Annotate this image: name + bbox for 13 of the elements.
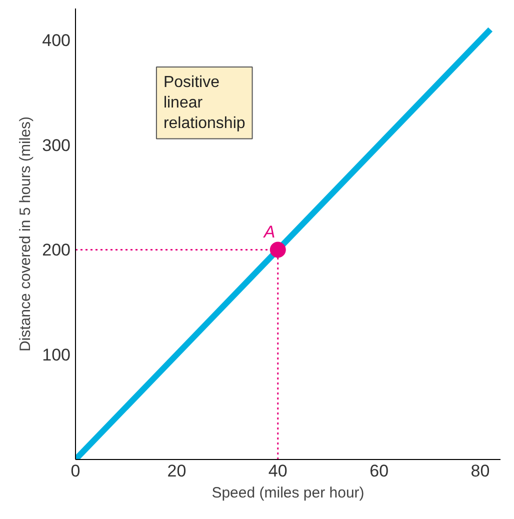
x-tick-label: 20 [167, 462, 186, 480]
y-tick-label: 400 [42, 30, 71, 50]
y-tick-label: 100 [42, 346, 71, 365]
x-tick-label: 0 [70, 462, 80, 480]
x-axis-title: Speed (miles per hour) [212, 484, 364, 502]
x-tick-label: 40 [268, 462, 288, 480]
annotation: Positive linear relationship [163, 74, 246, 132]
y-tick-label: 200 [42, 240, 71, 260]
x-tick-label: 60 [370, 462, 389, 480]
y-axis-title: Distance covered in 5 hours (miles) [17, 116, 34, 352]
annotation: A [262, 222, 276, 242]
y-tick-label: 300 [42, 136, 71, 155]
x-tick-label: 80 [470, 462, 490, 480]
